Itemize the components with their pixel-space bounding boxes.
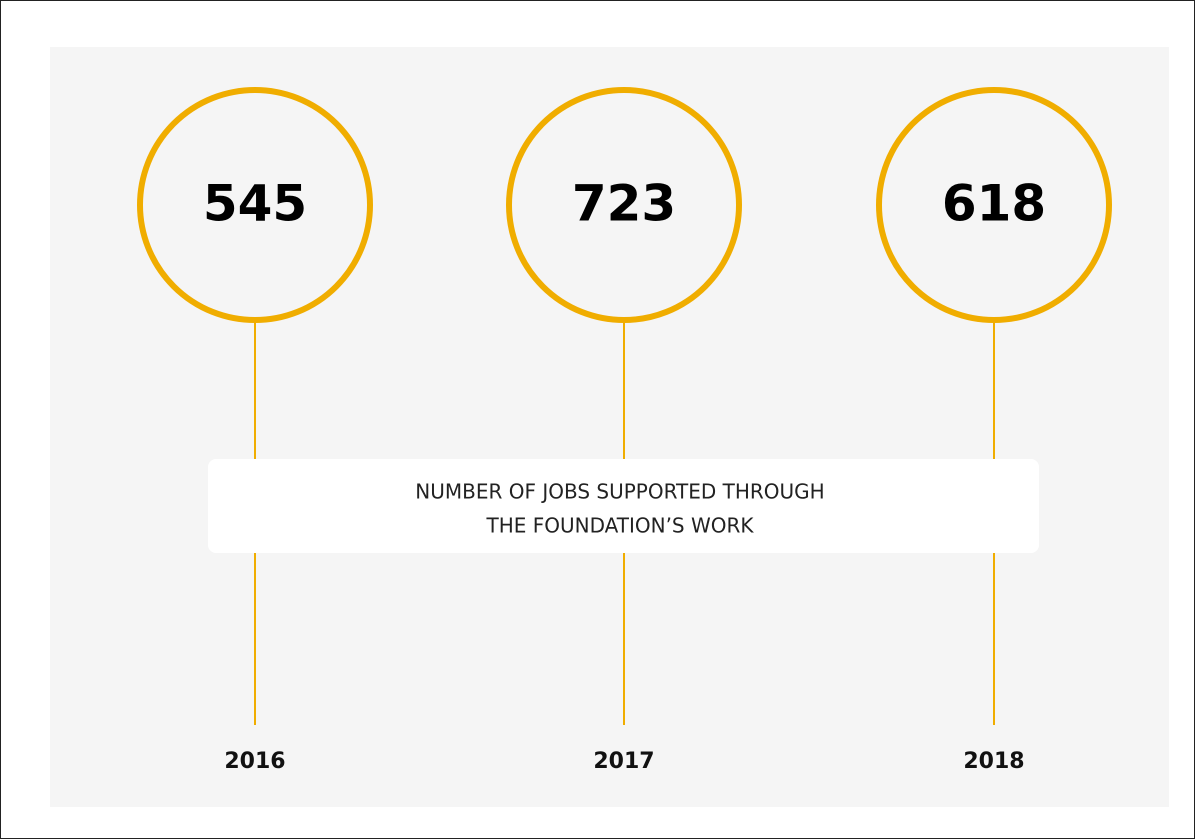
year: 2018 bbox=[963, 749, 1024, 774]
value-ring bbox=[137, 87, 373, 323]
caption-line: THE FOUNDATION’S WORK bbox=[485, 514, 754, 538]
value: 545 bbox=[203, 175, 307, 233]
value: 723 bbox=[572, 175, 676, 233]
year: 2016 bbox=[224, 749, 285, 774]
year: 2017 bbox=[593, 749, 654, 774]
panel bbox=[50, 47, 1169, 807]
value: 618 bbox=[942, 175, 1046, 233]
timeline: 545 2016 723 2017 618 2018 bbox=[137, 87, 1112, 774]
value-ring bbox=[876, 87, 1112, 323]
caption-line: NUMBER OF JOBS SUPPORTED THROUGH bbox=[415, 480, 824, 504]
caption-box bbox=[208, 459, 1039, 553]
value-ring bbox=[506, 87, 742, 323]
